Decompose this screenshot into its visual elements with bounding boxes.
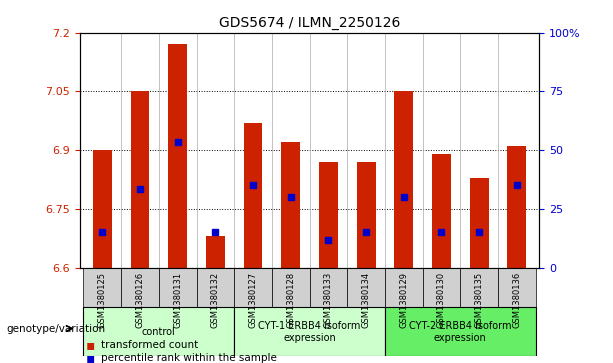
- FancyBboxPatch shape: [159, 268, 197, 307]
- Bar: [508, 146, 526, 268]
- FancyBboxPatch shape: [234, 268, 272, 307]
- Text: GSM1380126: GSM1380126: [135, 272, 145, 328]
- Text: GSM1380133: GSM1380133: [324, 272, 333, 328]
- FancyBboxPatch shape: [121, 268, 159, 307]
- Text: GSM1380135: GSM1380135: [474, 272, 484, 328]
- Bar: [243, 123, 262, 268]
- Text: transformed count: transformed count: [101, 340, 199, 350]
- Bar: [206, 236, 225, 268]
- Text: CYT-2 ERBB4 isoform
expression: CYT-2 ERBB4 isoform expression: [409, 321, 512, 343]
- FancyBboxPatch shape: [385, 307, 536, 356]
- Text: GSM1380129: GSM1380129: [399, 272, 408, 328]
- FancyBboxPatch shape: [385, 268, 422, 307]
- Bar: [357, 162, 376, 268]
- Bar: [168, 44, 187, 268]
- FancyBboxPatch shape: [197, 268, 234, 307]
- Bar: [93, 150, 112, 268]
- Title: GDS5674 / ILMN_2250126: GDS5674 / ILMN_2250126: [219, 16, 400, 30]
- FancyBboxPatch shape: [347, 268, 385, 307]
- Text: GSM1380134: GSM1380134: [362, 272, 371, 328]
- FancyBboxPatch shape: [272, 268, 310, 307]
- FancyBboxPatch shape: [83, 307, 234, 356]
- FancyBboxPatch shape: [498, 268, 536, 307]
- Text: GSM1380132: GSM1380132: [211, 272, 220, 328]
- FancyBboxPatch shape: [234, 307, 385, 356]
- Text: GSM1380128: GSM1380128: [286, 272, 295, 328]
- Bar: [470, 178, 489, 268]
- FancyBboxPatch shape: [310, 268, 347, 307]
- Bar: [432, 154, 451, 268]
- FancyBboxPatch shape: [422, 268, 460, 307]
- Bar: [319, 162, 338, 268]
- Text: ▪: ▪: [86, 351, 95, 363]
- Text: GSM1380131: GSM1380131: [173, 272, 182, 328]
- Text: genotype/variation: genotype/variation: [6, 323, 105, 334]
- FancyBboxPatch shape: [460, 268, 498, 307]
- Text: GSM1380125: GSM1380125: [98, 272, 107, 328]
- Text: control: control: [142, 327, 176, 337]
- Bar: [394, 91, 413, 268]
- Text: percentile rank within the sample: percentile rank within the sample: [101, 352, 277, 363]
- Text: GSM1380136: GSM1380136: [512, 272, 521, 328]
- Text: CYT-1 ERBB4 isoform
expression: CYT-1 ERBB4 isoform expression: [258, 321, 361, 343]
- Bar: [131, 91, 150, 268]
- Text: GSM1380130: GSM1380130: [437, 272, 446, 328]
- FancyBboxPatch shape: [83, 268, 121, 307]
- Bar: [281, 142, 300, 268]
- Text: GSM1380127: GSM1380127: [248, 272, 257, 328]
- Text: ▪: ▪: [86, 338, 95, 352]
